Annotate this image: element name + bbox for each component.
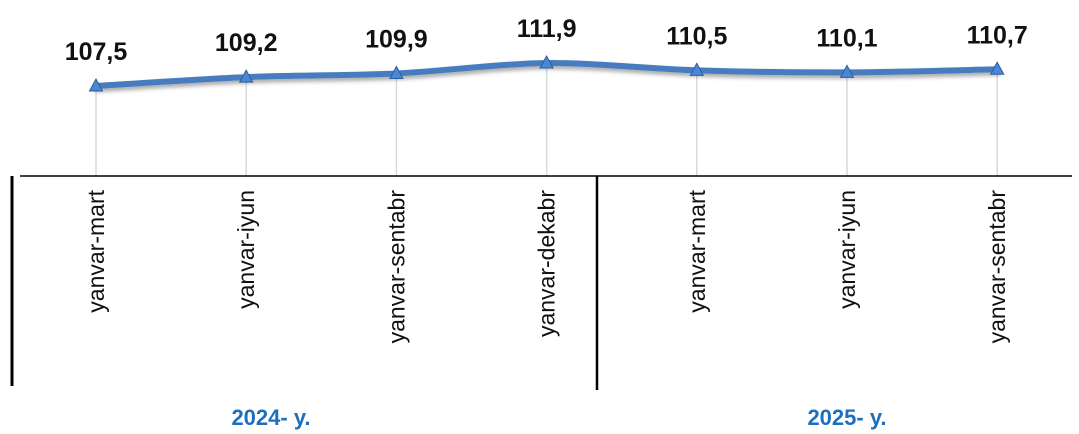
data-value-label: 109,9 [365, 25, 428, 53]
data-value-label: 110,1 [816, 24, 877, 52]
data-value-label: 107,5 [65, 38, 128, 66]
category-tick-label: yanvar-sentabr [984, 190, 1010, 344]
data-point-marker [839, 64, 855, 78]
markers [88, 54, 1005, 92]
group-label-2025: 2025- y. [807, 405, 887, 430]
data-point-marker [689, 62, 705, 76]
data-value-label: 109,2 [215, 29, 278, 57]
category-tick-label: yanvar-mart [684, 189, 710, 312]
drop-lines [95, 63, 998, 176]
data-value-label: 111,9 [517, 15, 577, 43]
category-tick-label: yanvar-mart [83, 189, 109, 312]
category-labels: yanvar-mart yanvar-iyun yanvar-sentabr yanv… [83, 189, 1010, 343]
data-value-label: 110,7 [967, 21, 1028, 49]
data-point-marker [238, 69, 254, 83]
data-point-marker [989, 61, 1005, 75]
group-label-2024: 2024- y. [231, 405, 311, 430]
data-point-marker [539, 54, 554, 69]
category-tick-label: yanvar-dekabr [534, 190, 560, 337]
category-tick-label: yanvar-iyun [834, 190, 860, 309]
category-tick-label: yanvar-iyun [233, 190, 259, 309]
data-point-marker [88, 77, 104, 92]
data-value-label: 110,5 [666, 22, 727, 50]
category-tick-label: yanvar-sentabr [383, 190, 409, 344]
data-point-marker [389, 65, 404, 79]
value-labels: 107,5 109,2 109,9 111,9 110,5 110,1 110,7 [65, 15, 1028, 66]
